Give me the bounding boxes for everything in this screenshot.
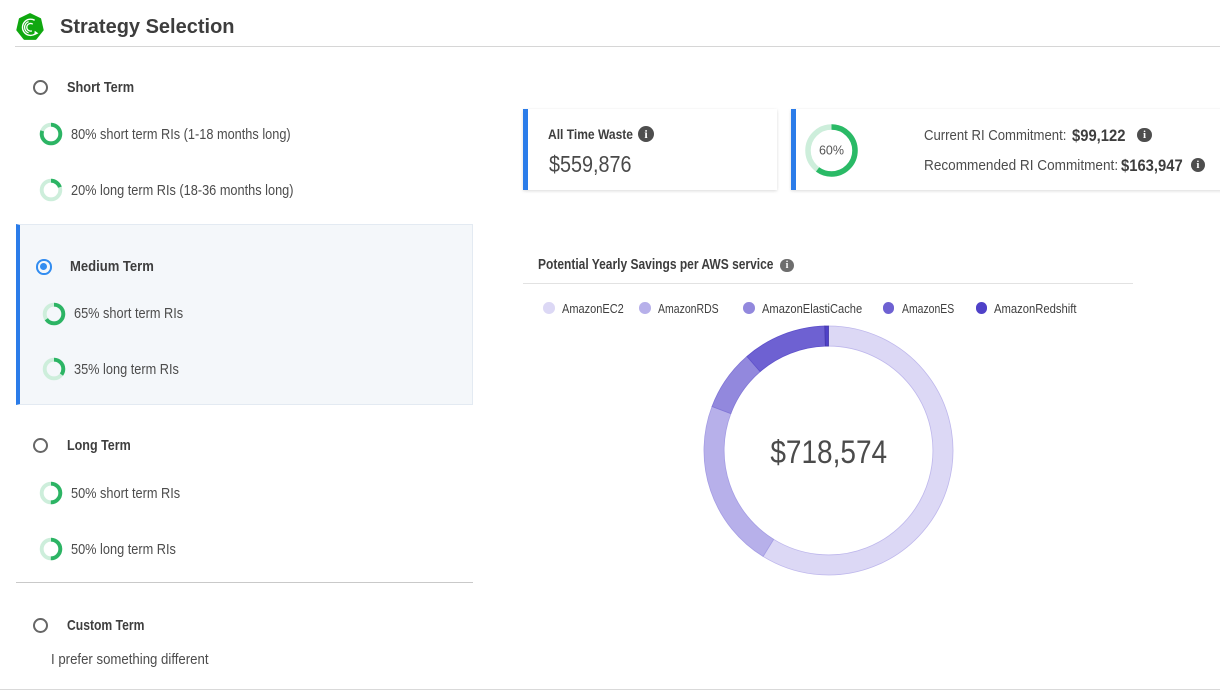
svg-text:60%: 60% — [819, 144, 844, 158]
